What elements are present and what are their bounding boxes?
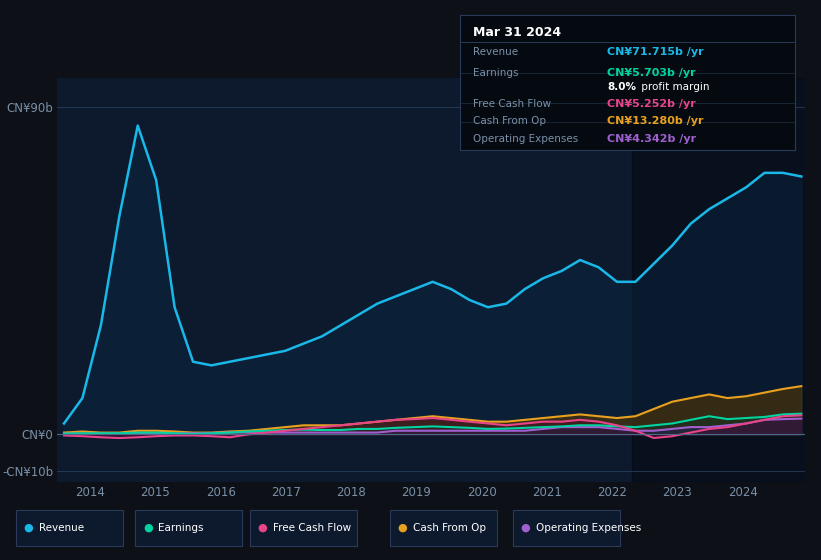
Text: CN¥5.703b /yr: CN¥5.703b /yr [608, 68, 696, 78]
Text: Cash From Op: Cash From Op [474, 116, 547, 126]
Text: Earnings: Earnings [474, 68, 519, 78]
Text: Free Cash Flow: Free Cash Flow [273, 523, 351, 533]
Text: Revenue: Revenue [39, 523, 85, 533]
Text: Revenue: Revenue [474, 48, 519, 58]
Text: ●: ● [258, 523, 268, 533]
Text: ●: ● [397, 523, 407, 533]
Text: profit margin: profit margin [638, 82, 709, 92]
Text: Cash From Op: Cash From Op [413, 523, 486, 533]
Text: CN¥4.342b /yr: CN¥4.342b /yr [608, 134, 696, 144]
Bar [631, 78, 821, 482]
Text: CN¥5.252b /yr: CN¥5.252b /yr [608, 99, 696, 109]
Text: Operating Expenses: Operating Expenses [474, 134, 579, 144]
Text: ●: ● [143, 523, 153, 533]
Text: ●: ● [521, 523, 530, 533]
Text: Operating Expenses: Operating Expenses [536, 523, 641, 533]
Text: 8.0%: 8.0% [608, 82, 636, 92]
Text: Earnings: Earnings [158, 523, 204, 533]
Text: Mar 31 2024: Mar 31 2024 [474, 26, 562, 39]
Text: ●: ● [24, 523, 34, 533]
Text: Free Cash Flow: Free Cash Flow [474, 99, 552, 109]
Text: CN¥13.280b /yr: CN¥13.280b /yr [608, 116, 704, 126]
Text: CN¥71.715b /yr: CN¥71.715b /yr [608, 48, 704, 58]
